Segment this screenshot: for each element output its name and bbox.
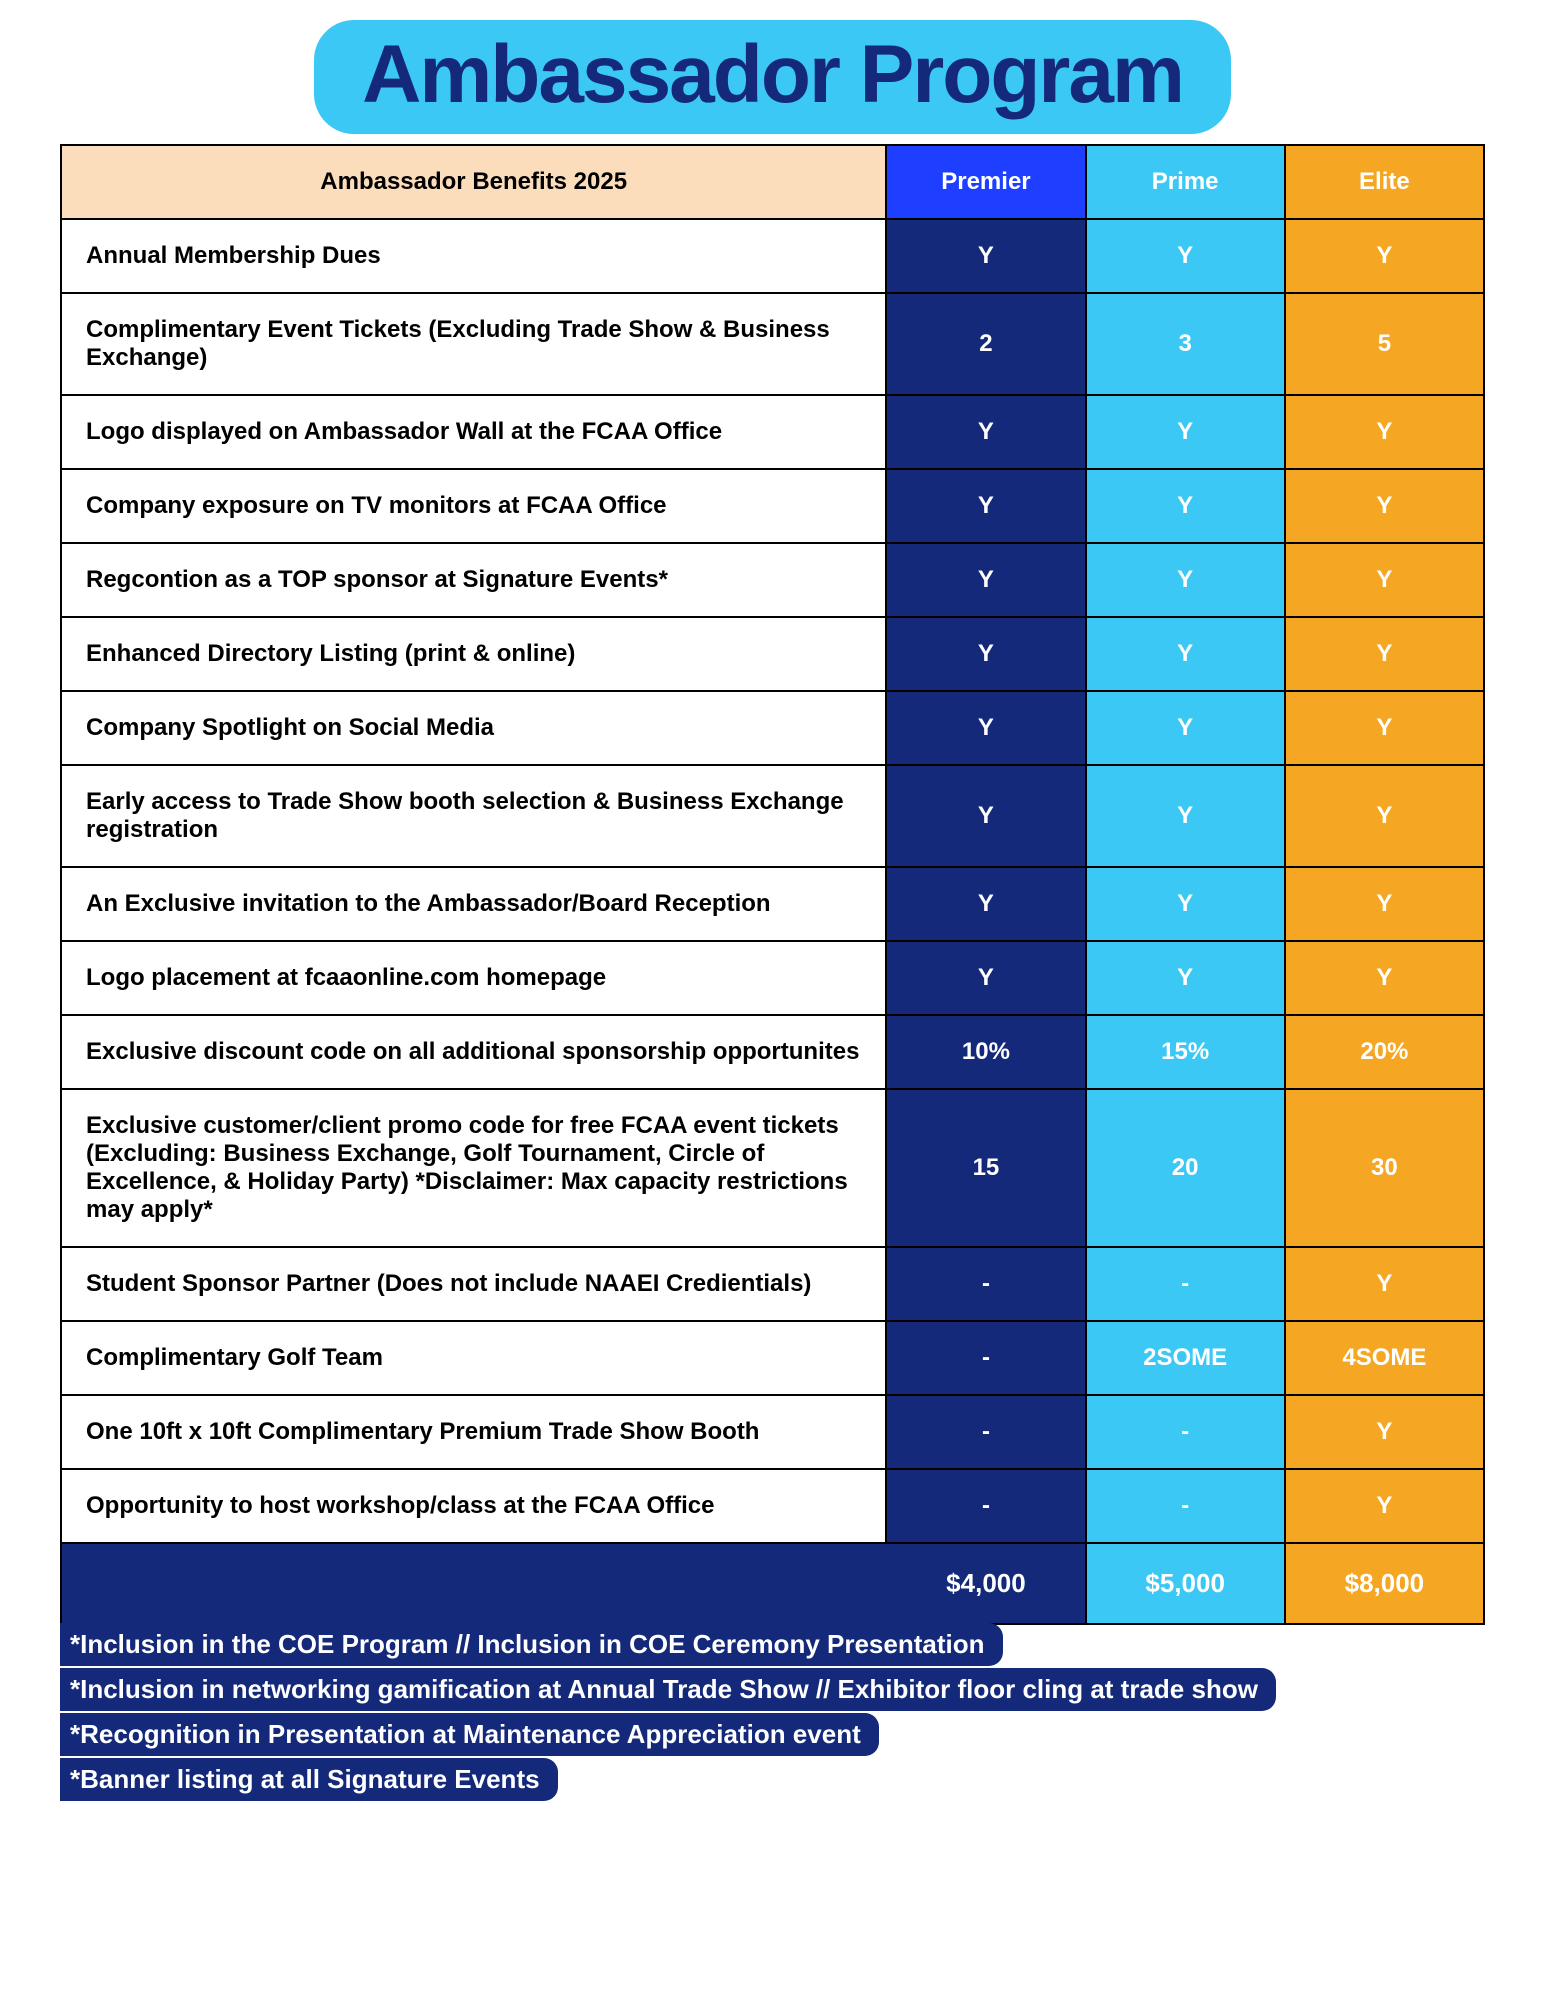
price-label-empty: [61, 1543, 886, 1624]
table-row: Exclusive customer/client promo code for…: [61, 1089, 1484, 1247]
cell-prime: Y: [1086, 765, 1285, 867]
benefit-label: Logo placement at fcaaonline.com homepag…: [61, 941, 886, 1015]
cell-elite: 5: [1285, 293, 1484, 395]
price-row: $4,000 $5,000 $8,000: [61, 1543, 1484, 1624]
cell-prime: Y: [1086, 219, 1285, 293]
footnote: *Inclusion in networking gamification at…: [60, 1668, 1276, 1711]
benefit-label: Student Sponsor Partner (Does not includ…: [61, 1247, 886, 1321]
cell-elite: Y: [1285, 691, 1484, 765]
price-premier: $4,000: [886, 1543, 1085, 1624]
cell-elite: Y: [1285, 543, 1484, 617]
benefit-label: Complimentary Event Tickets (Excluding T…: [61, 293, 886, 395]
benefit-label: Exclusive discount code on all additiona…: [61, 1015, 886, 1089]
table-row: Company Spotlight on Social MediaYYY: [61, 691, 1484, 765]
cell-premier: 10%: [886, 1015, 1085, 1089]
price-elite: $8,000: [1285, 1543, 1484, 1624]
header-tier-elite: Elite: [1285, 145, 1484, 219]
table-row: Complimentary Event Tickets (Excluding T…: [61, 293, 1484, 395]
cell-prime: Y: [1086, 543, 1285, 617]
benefit-label: An Exclusive invitation to the Ambassado…: [61, 867, 886, 941]
cell-elite: Y: [1285, 1247, 1484, 1321]
cell-premier: -: [886, 1469, 1085, 1543]
cell-premier: Y: [886, 691, 1085, 765]
table-row: Student Sponsor Partner (Does not includ…: [61, 1247, 1484, 1321]
cell-elite: Y: [1285, 1469, 1484, 1543]
cell-premier: Y: [886, 219, 1085, 293]
table-row: Company exposure on TV monitors at FCAA …: [61, 469, 1484, 543]
cell-elite: Y: [1285, 941, 1484, 1015]
cell-prime: Y: [1086, 617, 1285, 691]
cell-elite: Y: [1285, 469, 1484, 543]
cell-elite: Y: [1285, 765, 1484, 867]
cell-prime: -: [1086, 1395, 1285, 1469]
price-prime: $5,000: [1086, 1543, 1285, 1624]
cell-premier: Y: [886, 941, 1085, 1015]
cell-premier: Y: [886, 617, 1085, 691]
header-benefits: Ambassador Benefits 2025: [61, 145, 886, 219]
benefit-label: Early access to Trade Show booth selecti…: [61, 765, 886, 867]
table-row: Opportunity to host workshop/class at th…: [61, 1469, 1484, 1543]
cell-prime: Y: [1086, 867, 1285, 941]
cell-premier: Y: [886, 469, 1085, 543]
header-tier-premier: Premier: [886, 145, 1085, 219]
footnote: *Recognition in Presentation at Maintena…: [60, 1713, 879, 1756]
cell-prime: 2SOME: [1086, 1321, 1285, 1395]
benefit-label: One 10ft x 10ft Complimentary Premium Tr…: [61, 1395, 886, 1469]
cell-premier: 2: [886, 293, 1085, 395]
table-row: An Exclusive invitation to the Ambassado…: [61, 867, 1484, 941]
table-row: Annual Membership DuesYYY: [61, 219, 1484, 293]
cell-premier: -: [886, 1321, 1085, 1395]
cell-elite: Y: [1285, 395, 1484, 469]
benefit-label: Regcontion as a TOP sponsor at Signature…: [61, 543, 886, 617]
cell-premier: -: [886, 1395, 1085, 1469]
cell-premier: Y: [886, 867, 1085, 941]
cell-prime: Y: [1086, 691, 1285, 765]
cell-prime: -: [1086, 1247, 1285, 1321]
header-tier-prime: Prime: [1086, 145, 1285, 219]
cell-elite: Y: [1285, 867, 1484, 941]
benefit-label: Logo displayed on Ambassador Wall at the…: [61, 395, 886, 469]
cell-elite: 4SOME: [1285, 1321, 1484, 1395]
footnotes: *Inclusion in the COE Program // Inclusi…: [60, 1623, 1485, 1801]
cell-elite: Y: [1285, 617, 1484, 691]
benefit-label: Complimentary Golf Team: [61, 1321, 886, 1395]
cell-elite: Y: [1285, 219, 1484, 293]
cell-premier: -: [886, 1247, 1085, 1321]
cell-elite: 30: [1285, 1089, 1484, 1247]
cell-prime: -: [1086, 1469, 1285, 1543]
cell-prime: 15%: [1086, 1015, 1285, 1089]
table-row: Regcontion as a TOP sponsor at Signature…: [61, 543, 1484, 617]
benefit-label: Enhanced Directory Listing (print & onli…: [61, 617, 886, 691]
table-row: Enhanced Directory Listing (print & onli…: [61, 617, 1484, 691]
cell-premier: Y: [886, 395, 1085, 469]
cell-prime: Y: [1086, 395, 1285, 469]
cell-premier: 15: [886, 1089, 1085, 1247]
benefit-label: Exclusive customer/client promo code for…: [61, 1089, 886, 1247]
table-row: One 10ft x 10ft Complimentary Premium Tr…: [61, 1395, 1484, 1469]
page-title: Ambassador Program: [314, 20, 1231, 134]
footnote: *Inclusion in the COE Program // Inclusi…: [60, 1623, 1003, 1666]
cell-elite: 20%: [1285, 1015, 1484, 1089]
cell-prime: 3: [1086, 293, 1285, 395]
benefit-label: Annual Membership Dues: [61, 219, 886, 293]
table-row: Early access to Trade Show booth selecti…: [61, 765, 1484, 867]
table-row: Logo displayed on Ambassador Wall at the…: [61, 395, 1484, 469]
cell-prime: Y: [1086, 941, 1285, 1015]
table-header-row: Ambassador Benefits 2025 Premier Prime E…: [61, 145, 1484, 219]
benefit-label: Opportunity to host workshop/class at th…: [61, 1469, 886, 1543]
footnote: *Banner listing at all Signature Events: [60, 1758, 558, 1801]
table-row: Complimentary Golf Team-2SOME4SOME: [61, 1321, 1484, 1395]
benefit-label: Company exposure on TV monitors at FCAA …: [61, 469, 886, 543]
page-title-wrap: Ambassador Program: [60, 20, 1485, 134]
cell-prime: Y: [1086, 469, 1285, 543]
cell-premier: Y: [886, 765, 1085, 867]
cell-premier: Y: [886, 543, 1085, 617]
benefits-table: Ambassador Benefits 2025 Premier Prime E…: [60, 144, 1485, 1625]
table-row: Logo placement at fcaaonline.com homepag…: [61, 941, 1484, 1015]
benefit-label: Company Spotlight on Social Media: [61, 691, 886, 765]
cell-prime: 20: [1086, 1089, 1285, 1247]
table-row: Exclusive discount code on all additiona…: [61, 1015, 1484, 1089]
cell-elite: Y: [1285, 1395, 1484, 1469]
